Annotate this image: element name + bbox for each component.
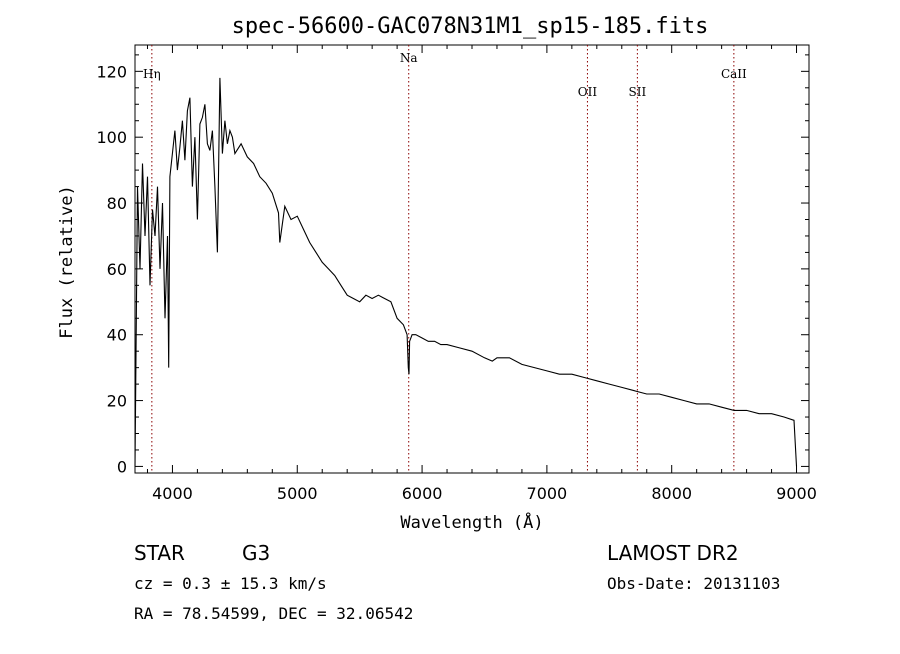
coordinates: RA = 78.54599, DEC = 32.06542 bbox=[134, 604, 413, 623]
x-tick-label: 8000 bbox=[651, 484, 692, 503]
spectral-line-label: Na bbox=[400, 51, 418, 65]
x-tick-label: 4000 bbox=[152, 484, 193, 503]
spectral-line-label: Hη bbox=[143, 67, 161, 81]
chart-title: spec-56600-GAC078N31M1_sp15-185.fits bbox=[232, 14, 709, 39]
spectral-line-label: SII bbox=[629, 85, 647, 99]
y-tick-label: 100 bbox=[96, 128, 127, 147]
obs-date: Obs-Date: 20131103 bbox=[607, 574, 780, 593]
survey-name: LAMOST DR2 bbox=[607, 541, 739, 565]
y-axis-label: Flux (relative) bbox=[57, 185, 77, 339]
plot-frame bbox=[134, 44, 810, 474]
x-tick-label: 5000 bbox=[277, 484, 318, 503]
x-axis-label: Wavelength (Å) bbox=[400, 511, 543, 533]
x-tick-label: 6000 bbox=[402, 484, 443, 503]
y-tick-label: 20 bbox=[107, 392, 127, 411]
object-subclass: G3 bbox=[242, 541, 270, 565]
x-axis: 4000 5000 6000 7000 8000 9000 bbox=[146, 45, 817, 503]
x-tick-label: 9000 bbox=[776, 484, 817, 503]
y-tick-label: 120 bbox=[96, 62, 127, 81]
y-tick-label: 40 bbox=[107, 326, 127, 345]
y-tick-label: 60 bbox=[107, 260, 127, 279]
y-tick-label: 0 bbox=[117, 457, 127, 476]
spectral-line-label: OII bbox=[578, 85, 598, 99]
spectrum-line bbox=[134, 77, 798, 467]
y-tick-label: 80 bbox=[107, 194, 127, 213]
object-class: STAR bbox=[134, 541, 185, 565]
plot-area: 4000 5000 6000 7000 8000 9000 0 20 40 60 80 100 120… bbox=[96, 44, 817, 503]
y-axis: 0 20 40 60 80 100 120 bbox=[96, 54, 809, 476]
spectral-line-label: CaII bbox=[721, 67, 747, 81]
spectral-line-markers: Hη Na OII SII CaII bbox=[143, 45, 747, 473]
x-tick-label: 7000 bbox=[527, 484, 568, 503]
redshift-text: cz = 0.3 ± 15.3 km/s bbox=[134, 574, 327, 593]
